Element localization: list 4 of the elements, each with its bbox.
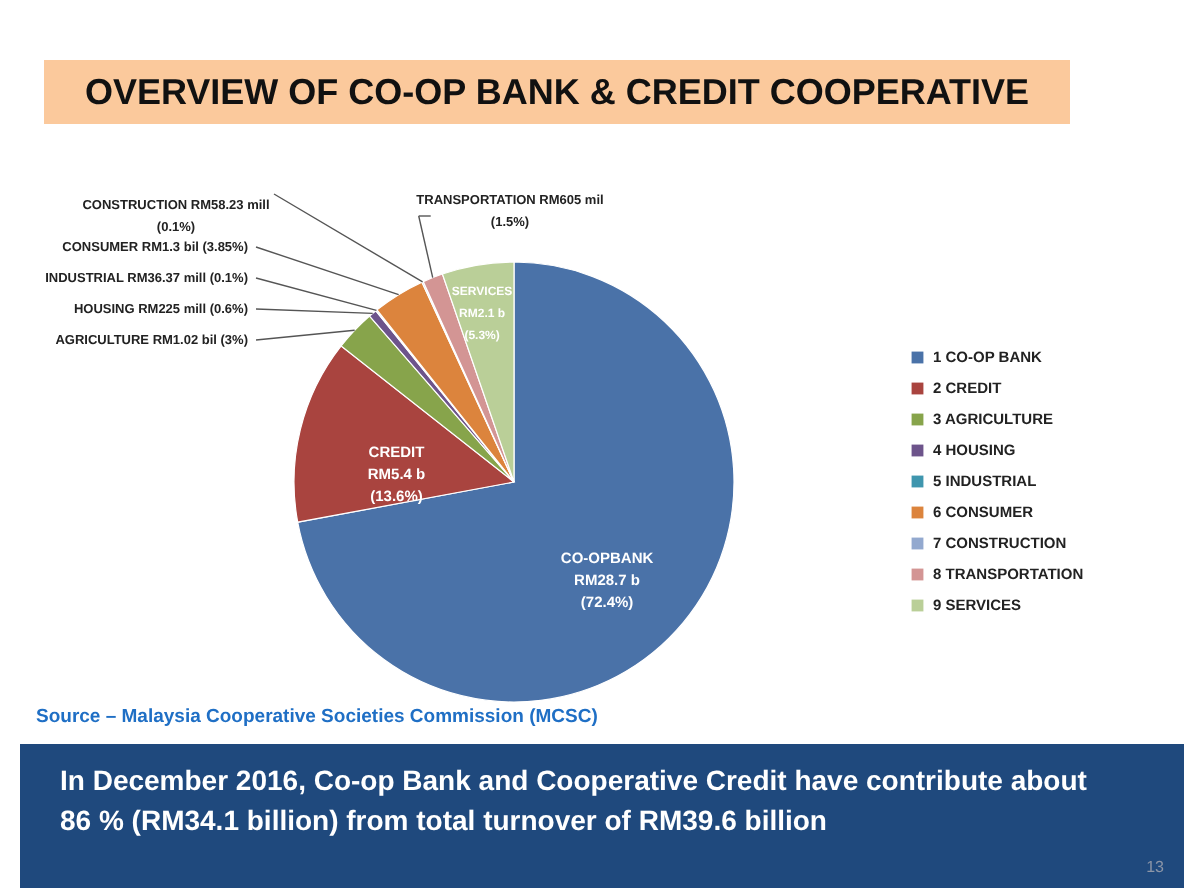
source-note: Source – Malaysia Cooperative Societies Commission (MCSC)	[36, 706, 598, 728]
text: In December 2016, Co-op Bank and Cooperative Credit have contribute about 86 % (RM34.1 billion) from total turnover of RM39.6 billion	[60, 762, 1089, 840]
text: 13	[1146, 858, 1164, 876]
chart-title: OVERVIEW OF CO-OP BANK & CREDIT COOPERATIVE	[44, 60, 1070, 124]
